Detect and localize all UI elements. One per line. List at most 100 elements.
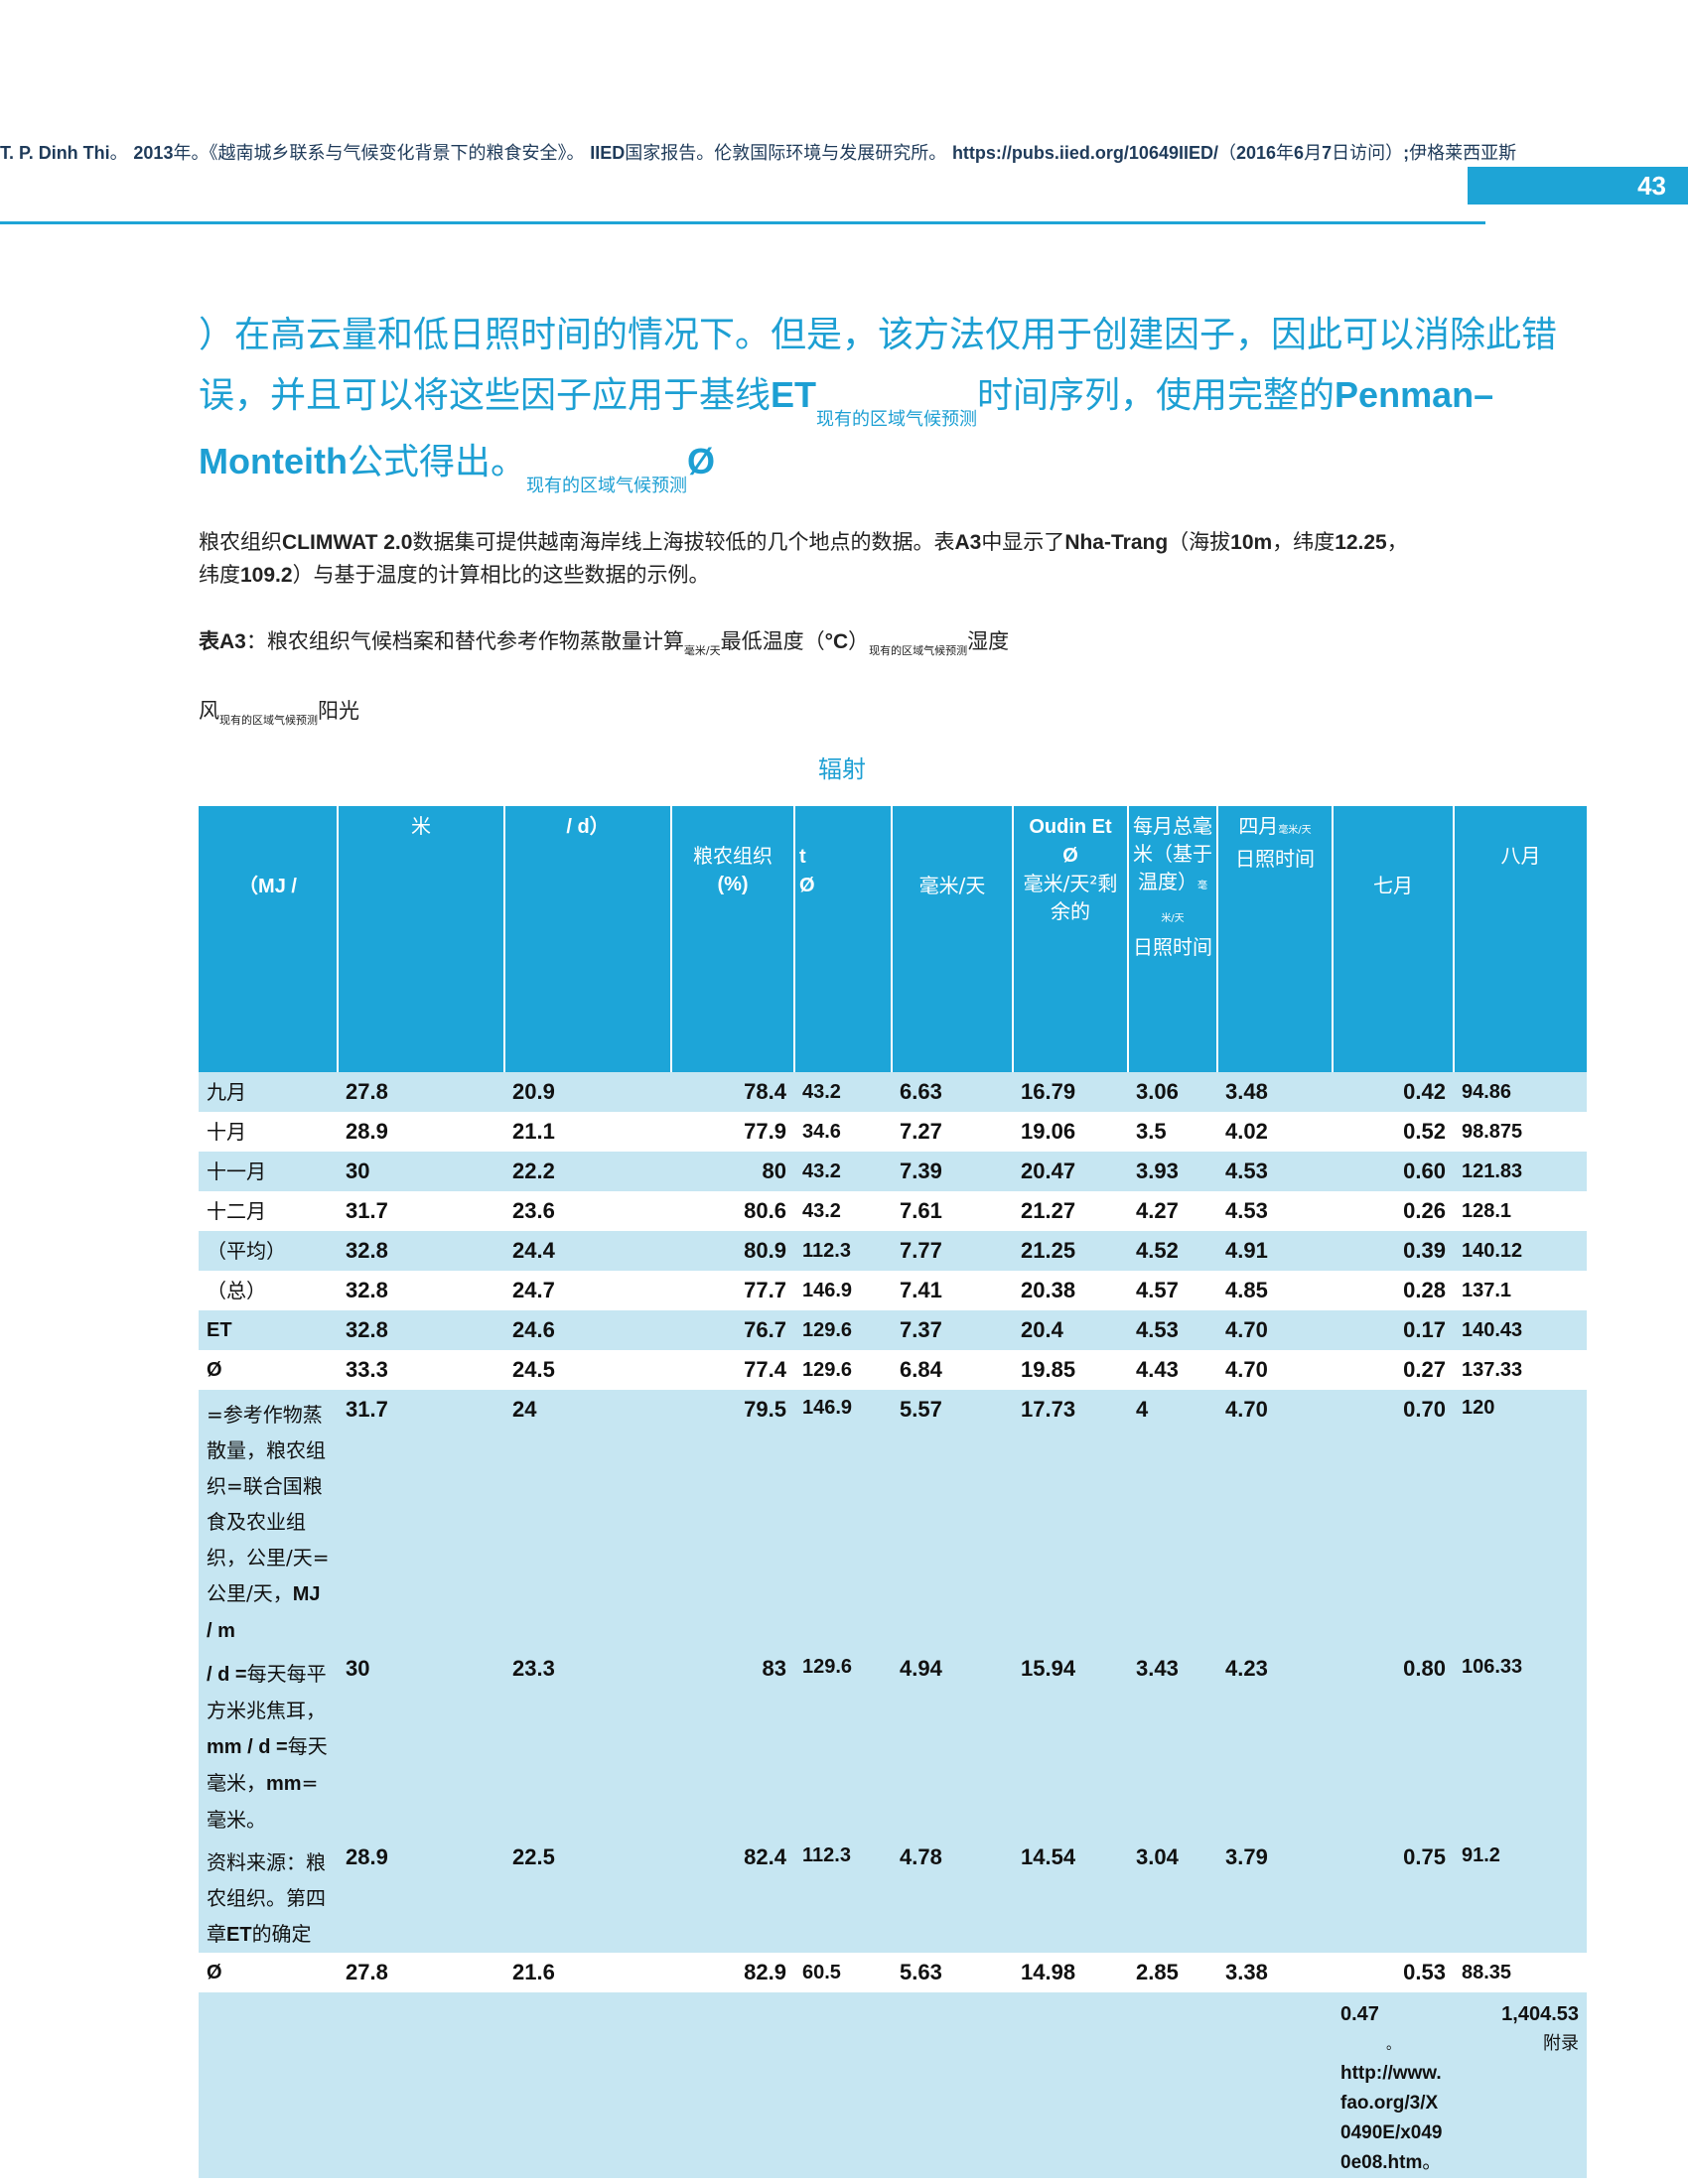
col-header-text: 每月总毫米（基于温度） — [1133, 814, 1212, 893]
table-title-text: 湿度 — [967, 629, 1010, 653]
table-cell: 4.53 — [1217, 1152, 1333, 1191]
table-cell: 22.5 — [504, 1838, 671, 1953]
table-cell: 3.04 — [1128, 1838, 1217, 1953]
table-cell: 28.9 — [338, 1112, 504, 1152]
table-cell: 6.84 — [892, 1350, 1013, 1390]
table-cell: 28.9 — [338, 1838, 504, 1953]
table-cell: 60.5 — [794, 1953, 892, 1992]
table-title-text: 最低温度（ — [720, 629, 825, 653]
table-cell: 80.9 — [671, 1231, 794, 1271]
table-cell: 4.43 — [1128, 1350, 1217, 1390]
table-cell: 4.70 — [1217, 1390, 1333, 1649]
table-cell: 0.80 — [1333, 1649, 1454, 1838]
row-label: （平均） — [199, 1231, 338, 1271]
table-caption: 辐射 — [818, 755, 866, 783]
table-cell: 4.70 — [1217, 1350, 1333, 1390]
table-cell: 4.78 — [892, 1838, 1013, 1953]
para-text: ，纬度 — [1272, 530, 1336, 554]
ref-text: 年 — [1276, 143, 1295, 164]
table-cell: 0.39 — [1333, 1231, 1454, 1271]
header-divider — [0, 221, 1485, 224]
ref-text: 国家报告。伦敦国际环境与发展研究所。 — [625, 143, 947, 164]
table-cell: 79.5 — [671, 1390, 794, 1649]
col-header-8: 四月毫米/天 日照时间 — [1216, 806, 1333, 1072]
table-cell: 24.6 — [504, 1310, 671, 1350]
table-cell: 23.6 — [504, 1191, 671, 1231]
col-header-text: Oudin Et — [1029, 816, 1112, 838]
intro-text: 公式得出。 — [347, 442, 526, 482]
table-title-text: ） — [848, 629, 870, 653]
table-title-wind: 风现有的区域气候预测阳光 — [199, 695, 1489, 737]
intro-o: Ø — [686, 441, 715, 481]
col-header-sub: 毫米/天 — [1278, 825, 1312, 836]
table-cell: 98.875 — [1454, 1112, 1587, 1152]
para-text: 数据集可提供越南海岸线上海拔较低的几个地点的数据。表 — [412, 530, 955, 554]
col-header-text: 日照时间 — [1133, 935, 1212, 959]
col-header-0: （MJ / — [199, 806, 338, 1072]
col-header-text: 四月 — [1238, 814, 1279, 838]
row-label-part: mm — [266, 1773, 302, 1795]
ref-month: 6 — [1294, 143, 1305, 163]
paragraph-line-2: 纬度109.2）与基于温度的计算相比的这些数据的示例。 — [199, 559, 1489, 592]
table-cell: 0.17 — [1333, 1310, 1454, 1350]
para-elevation: 10m — [1230, 531, 1273, 554]
table-cell: 27.8 — [338, 1953, 504, 1992]
table-cell: 112.3 — [794, 1838, 892, 1953]
col-header-sub: 米/天 — [1161, 913, 1185, 924]
table-row: Ø 33.3 24.5 77.4 129.6 6.84 19.85 4.43 4.70 0.27 1… — [199, 1350, 1587, 1390]
table-cell: 23.3 — [504, 1649, 671, 1838]
table-cell-empty — [794, 1992, 892, 2178]
table-cell: 2.85 — [1128, 1953, 1217, 1992]
page-number: 43 — [1468, 167, 1688, 205]
total-sum: 1,404.53 — [1501, 2003, 1579, 2025]
table-cell: 0.28 — [1333, 1271, 1454, 1310]
table-cell-empty — [1217, 1992, 1333, 2178]
source-url[interactable]: http://www.fao.org/3/X0490E/x0490e08.htm… — [1340, 2063, 1443, 2173]
col-header-7: 每月总毫米（基于温度）毫 米/天 日照时间 — [1127, 806, 1217, 1072]
row-label: （总） — [199, 1271, 338, 1310]
col-header-text: Ø — [1062, 845, 1078, 867]
total-value: 0.47 — [1340, 2003, 1379, 2025]
table-cell: 43.2 — [794, 1072, 892, 1112]
ref-text: 年。《越南城乡联系与气候变化背景下的粮食安全》。 — [173, 143, 585, 164]
table-cell: 3.43 — [1128, 1649, 1217, 1838]
ref-iied: IIED — [590, 143, 626, 163]
row-label-part: MJ / m — [207, 1583, 321, 1642]
total-dot: 。 — [1386, 2036, 1400, 2052]
table-cell: 16.79 — [1013, 1072, 1128, 1112]
row-label: =参考作物蒸散量，粮农组织=联合国粮食及农业组织，公里/天=公里/天，MJ / … — [199, 1390, 338, 1649]
table-cell-empty — [1128, 1992, 1217, 2178]
col-header-text: 米 — [411, 814, 431, 838]
para-text: 中显示了 — [981, 530, 1065, 554]
table-cell: 6.63 — [892, 1072, 1013, 1112]
row-label-part: =毫米。 — [207, 1771, 319, 1832]
table-cell: 19.85 — [1013, 1350, 1128, 1390]
ref-url[interactable]: https://pubs.iied.org/10649IIED/ — [951, 143, 1218, 163]
intro-subscript: 现有的区域气候预测 — [525, 476, 687, 496]
table-cell: 4.02 — [1217, 1112, 1333, 1152]
ref-semicolon: ; — [1403, 143, 1410, 163]
para-latitude: 12.25 — [1335, 531, 1387, 554]
row-label-part: 每天毫米， — [207, 1734, 328, 1795]
intro-line-2: 误，并且可以将这些因子应用于基线ET现有的区域气候预测时间序列，使用完整的Pen… — [199, 365, 1668, 450]
table-cell: 4.94 — [892, 1649, 1013, 1838]
table-cell: 31.7 — [338, 1191, 504, 1231]
table-cell: 4.85 — [1217, 1271, 1333, 1310]
table-cell: 32.8 — [338, 1231, 504, 1271]
intro-et: ET — [771, 374, 817, 415]
table-cell: 30 — [338, 1649, 504, 1838]
ref-text: 月 — [1304, 143, 1323, 164]
col-header-5: 毫米/天 — [891, 806, 1013, 1072]
col-header-text: t — [799, 846, 806, 868]
ref-year: 2013 — [133, 143, 174, 163]
table-cell: 4.70 — [1217, 1310, 1333, 1350]
col-header-text: (%) — [717, 874, 749, 895]
col-header-text: 毫米/天 — [918, 874, 986, 897]
col-header-text: 粮农组织 — [693, 844, 773, 868]
table-cell-empty — [1013, 1992, 1128, 2178]
para-text: 粮农组织 — [199, 530, 282, 554]
table-cell: 27.8 — [338, 1072, 504, 1112]
table-cell: 17.73 — [1013, 1390, 1128, 1649]
para-climwat: CLIMWAT 2.0 — [282, 531, 413, 554]
